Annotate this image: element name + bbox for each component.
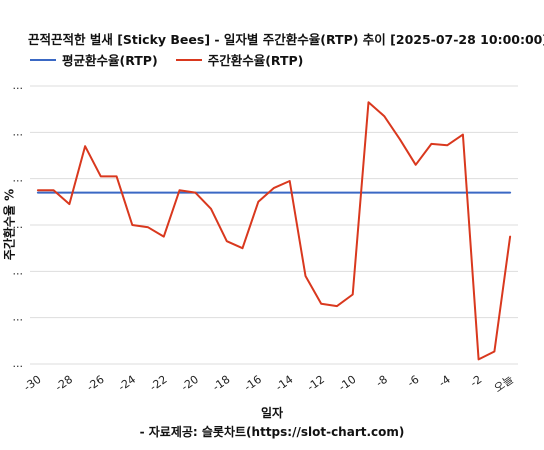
x-tick-label: -26 bbox=[84, 373, 106, 394]
x-tick-label: -18 bbox=[210, 373, 232, 394]
y-tick-label: ... bbox=[13, 264, 24, 277]
x-tick-label: -20 bbox=[179, 373, 201, 394]
legend-swatch-average bbox=[30, 58, 56, 61]
legend: 평균환수율(RTP) 주간환수율(RTP) bbox=[30, 50, 303, 69]
x-tick-label: -8 bbox=[373, 373, 389, 390]
legend-item-weekly: 주간환수율(RTP) bbox=[175, 50, 304, 69]
weekly-rtp-line bbox=[36, 101, 512, 361]
x-tick-label: -24 bbox=[116, 373, 138, 394]
y-tick-label: ... bbox=[13, 172, 24, 185]
x-tick-label: 오늘 bbox=[492, 373, 516, 395]
y-tick-label: ... bbox=[13, 218, 24, 231]
y-tick-label: ... bbox=[13, 125, 24, 138]
source-credit: - 자료제공: 슬롯차트(https://slot-chart.com) bbox=[139, 425, 405, 439]
x-tick-label: -16 bbox=[242, 373, 264, 394]
x-tick-label: -14 bbox=[273, 373, 295, 394]
x-tick-label: -6 bbox=[405, 373, 421, 390]
y-tick-label: ... bbox=[13, 311, 24, 324]
x-axis-label: 일자 bbox=[260, 406, 284, 420]
x-tick-label: -2 bbox=[468, 373, 484, 390]
legend-swatch-weekly bbox=[175, 58, 202, 61]
x-tick-label: -12 bbox=[305, 373, 327, 394]
x-tick-label: -28 bbox=[53, 373, 75, 394]
x-tick-label: -4 bbox=[436, 373, 452, 390]
y-tick-label: ... bbox=[13, 79, 24, 92]
x-tick-label: -10 bbox=[336, 373, 358, 394]
x-tick-label: -30 bbox=[21, 373, 43, 394]
y-tick-label: ... bbox=[13, 357, 24, 370]
chart-title: 끈적끈적한 벌새 [Sticky Bees] - 일자별 주간환수율(RTP) … bbox=[28, 32, 544, 47]
legend-label-average: 평균환수율(RTP) bbox=[62, 53, 158, 68]
x-tick-label: -22 bbox=[147, 373, 169, 394]
legend-label-weekly: 주간환수율(RTP) bbox=[207, 53, 304, 68]
legend-item-average: 평균환수율(RTP) bbox=[30, 50, 158, 69]
y-axis-label: 주간환수율 % bbox=[2, 188, 17, 261]
